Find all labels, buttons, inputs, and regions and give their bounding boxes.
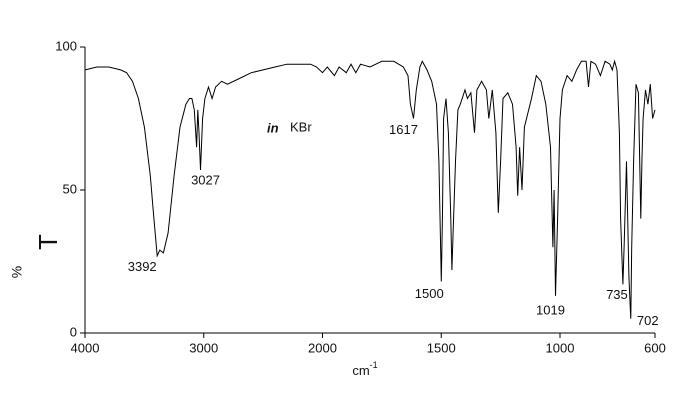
peak-label: 1500 (415, 286, 444, 301)
y-tick-label: 50 (63, 181, 77, 196)
peak-label: 3027 (191, 172, 220, 187)
x-tick-label: 4000 (71, 340, 100, 355)
y-label-symbol: T (33, 234, 63, 250)
y-tick-label: 0 (70, 324, 77, 339)
x-label-text: cm (352, 363, 369, 378)
annotation: KBr (290, 119, 312, 134)
x-tick-label: 1500 (427, 340, 456, 355)
spectrum-line (84, 59, 656, 319)
y-tick-label: 100 (55, 38, 77, 53)
x-tick-label: 2000 (308, 340, 337, 355)
x-tick-label: 1000 (546, 340, 575, 355)
x-tick-label: 3000 (189, 340, 218, 355)
peak-label: 3392 (128, 259, 157, 274)
x-tick-label: 600 (644, 340, 666, 355)
peak-label: 1617 (389, 122, 418, 137)
icon: in (267, 120, 279, 135)
peak-label: 702 (637, 313, 659, 328)
y-label-unit: % (9, 266, 25, 278)
peak-label: 1019 (536, 302, 565, 317)
x-label: cm-1 (352, 360, 377, 378)
peak-label: 735 (606, 287, 628, 302)
x-label-sup: -1 (370, 360, 378, 370)
